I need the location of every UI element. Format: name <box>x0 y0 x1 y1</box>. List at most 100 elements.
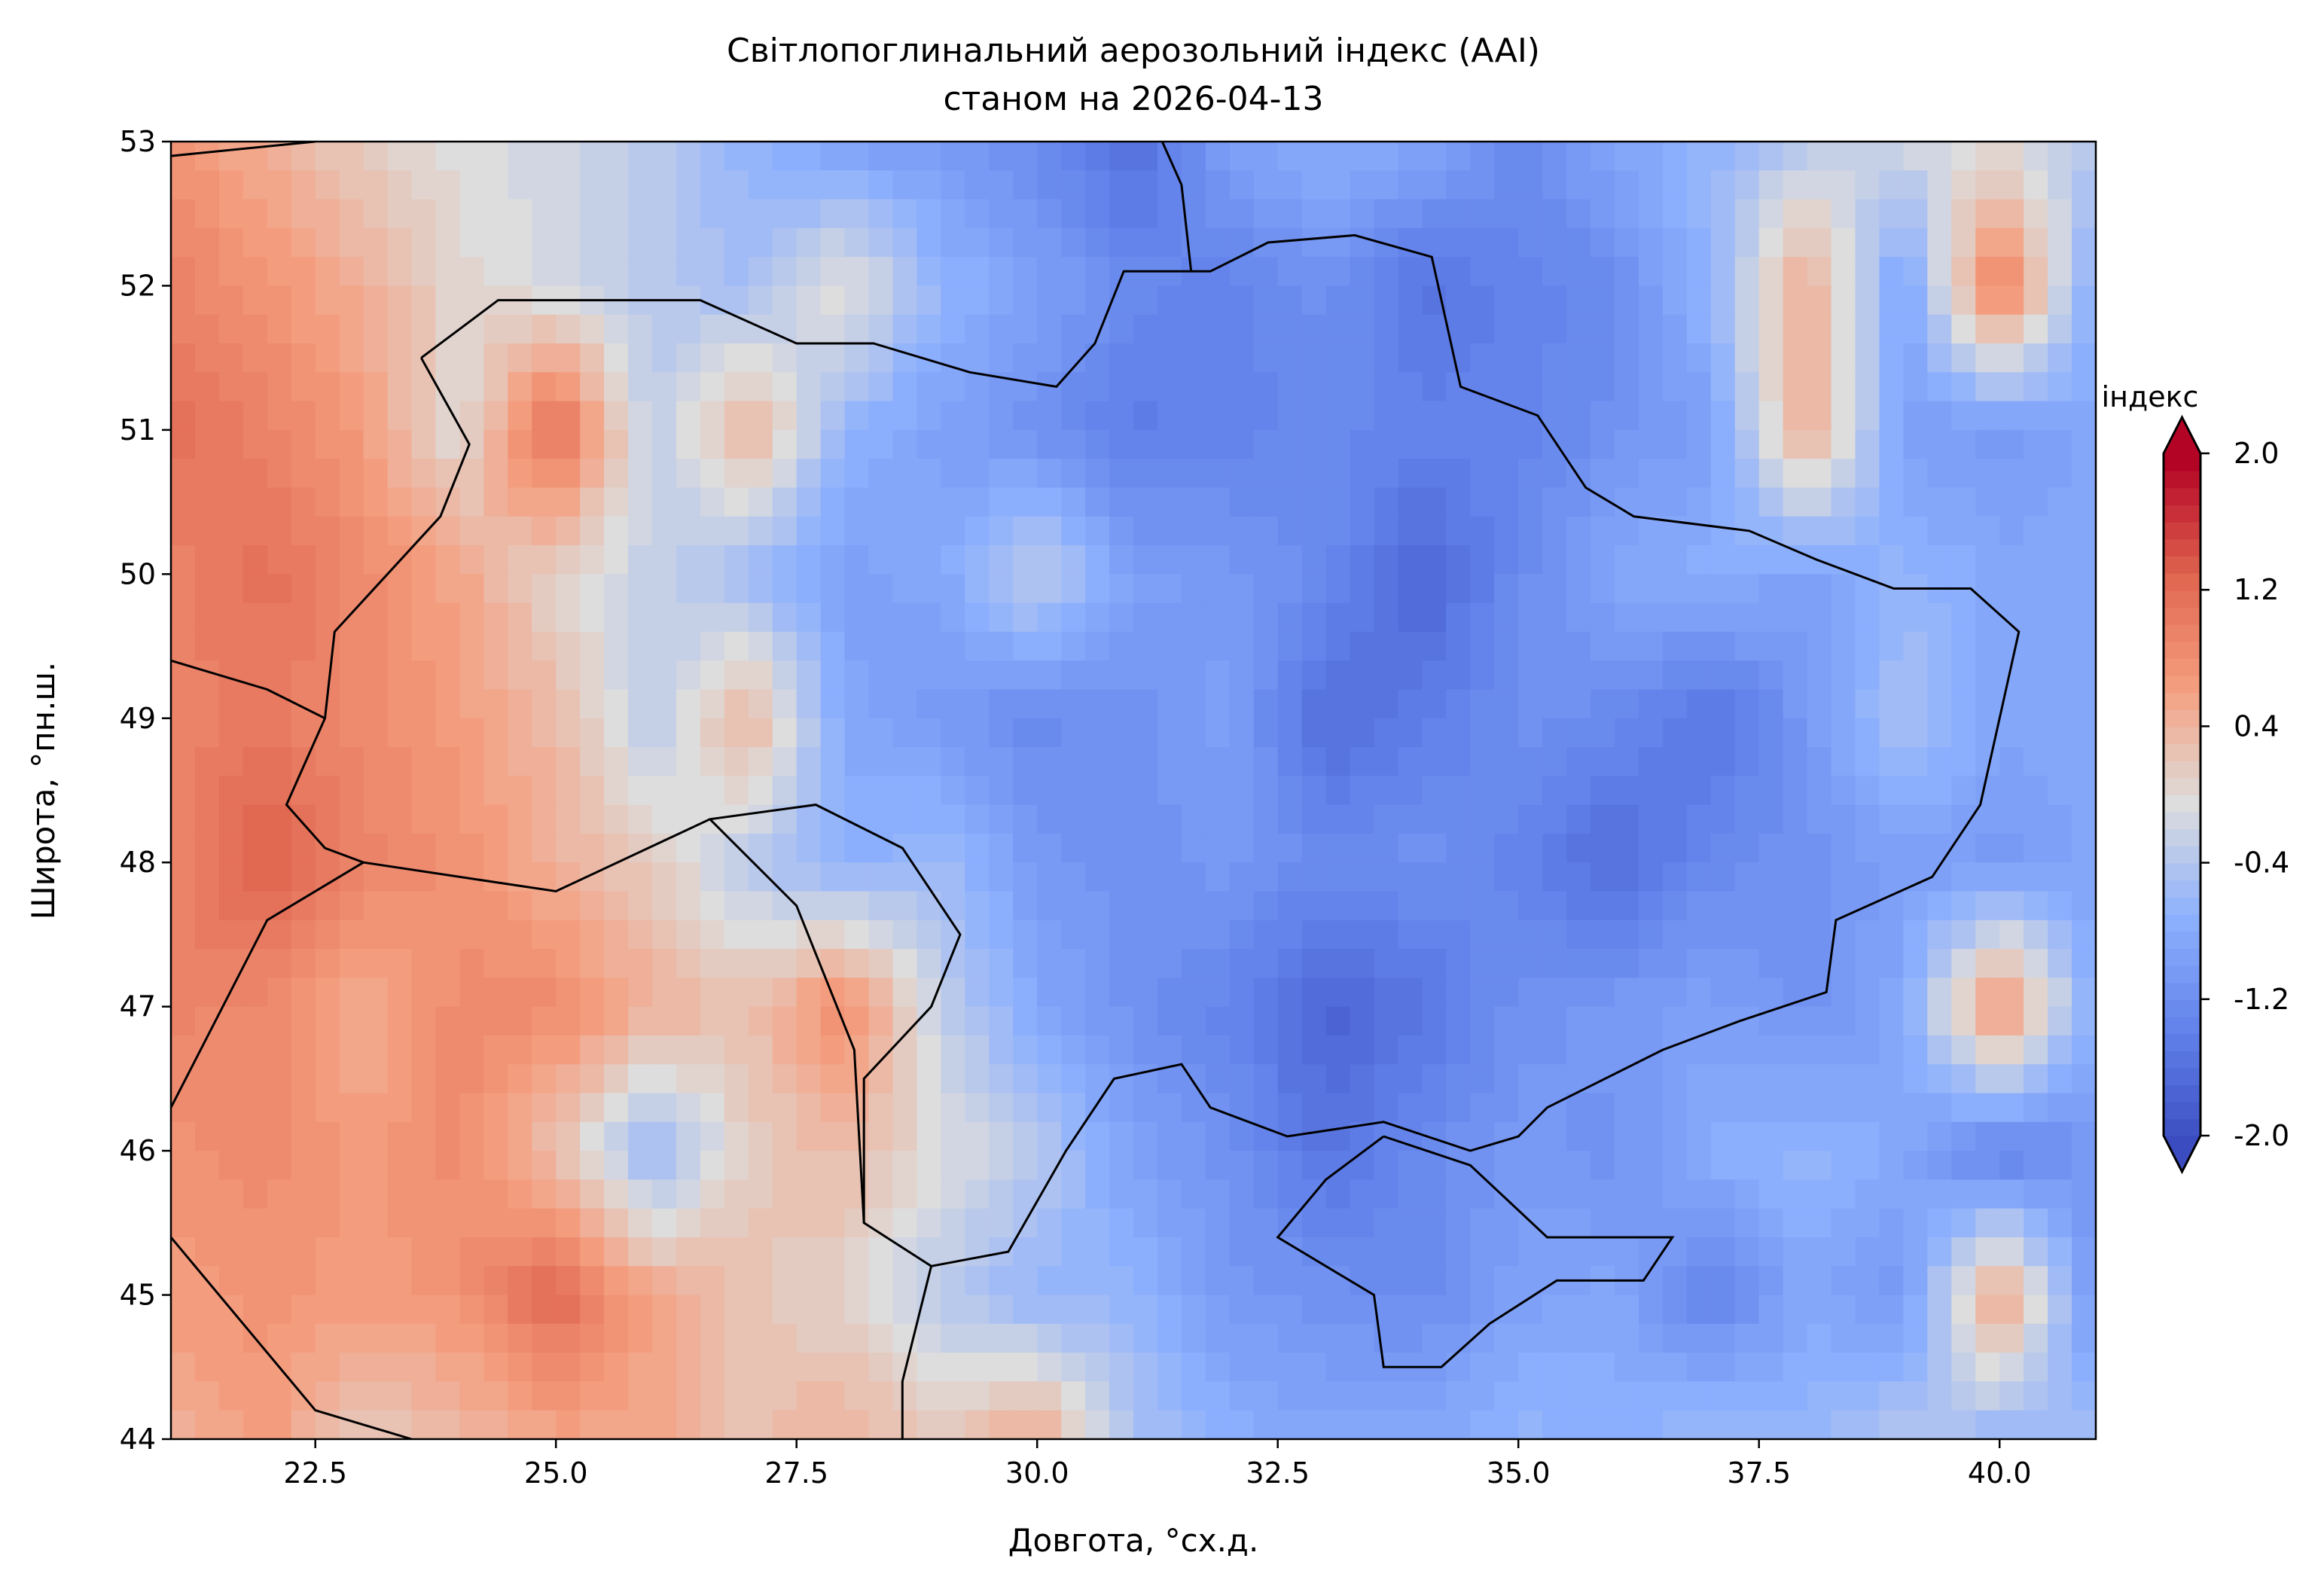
heatmap-cell <box>1301 142 1327 172</box>
heatmap-cell <box>1398 1208 1423 1238</box>
heatmap-cell <box>628 257 653 287</box>
heatmap-cell <box>435 516 461 547</box>
heatmap-cell <box>652 199 677 229</box>
heatmap-cell <box>2072 314 2096 345</box>
heatmap-cell <box>1133 545 1158 575</box>
heatmap-cell <box>700 285 725 316</box>
heatmap-cell <box>1446 574 1472 604</box>
heatmap-cell <box>483 602 509 633</box>
heatmap-cell <box>194 804 220 834</box>
heatmap-cell <box>1446 1093 1472 1123</box>
heatmap-cell <box>483 1179 509 1209</box>
heatmap-cell <box>1085 718 1111 749</box>
heatmap-cell <box>1133 602 1158 633</box>
heatmap-cell <box>1831 631 1856 662</box>
heatmap-cell <box>1061 170 1087 200</box>
heatmap-cell <box>1085 747 1111 777</box>
heatmap-cell <box>1518 862 1544 892</box>
x-tick-label: 30.0 <box>1005 1456 1069 1490</box>
heatmap-cell <box>1662 891 1688 921</box>
chart-subtitle: станом на 2026-04-13 <box>943 80 1323 118</box>
heatmap-cell <box>242 747 268 777</box>
heatmap-cell <box>652 689 677 719</box>
heatmap-cell <box>1975 314 2001 345</box>
heatmap-cell <box>411 602 437 633</box>
heatmap-cell <box>1783 170 1808 200</box>
heatmap-cell <box>580 401 605 431</box>
heatmap-cell <box>1037 372 1063 402</box>
heatmap-cell <box>1037 429 1063 460</box>
heatmap-cell <box>1470 487 1496 517</box>
heatmap-cell <box>604 776 630 806</box>
heatmap-cell <box>1686 459 1712 489</box>
heatmap-cell <box>916 429 942 460</box>
heatmap-cell <box>965 574 990 604</box>
heatmap-cell <box>604 747 630 777</box>
heatmap-cell <box>965 718 990 749</box>
heatmap-cell <box>1013 545 1038 575</box>
heatmap-cell <box>1518 1295 1544 1325</box>
heatmap-cell <box>267 314 292 345</box>
heatmap-cell <box>1591 1381 1615 1411</box>
x-tick-label: 37.5 <box>1727 1456 1791 1490</box>
heatmap-cell <box>2048 776 2073 806</box>
heatmap-cell <box>2024 689 2049 719</box>
heatmap-cell <box>1253 602 1279 633</box>
heatmap-cell <box>1494 1295 1520 1325</box>
heatmap-cell <box>218 401 244 431</box>
heatmap-cell <box>1253 747 1279 777</box>
heatmap-cell <box>242 1151 268 1181</box>
heatmap-cell <box>508 1295 533 1325</box>
heatmap-cell <box>411 1093 437 1123</box>
heatmap-cell <box>411 1266 437 1296</box>
heatmap-cell <box>532 920 557 950</box>
heatmap-cell <box>1758 776 1784 806</box>
heatmap-cell <box>1758 977 1784 1008</box>
heatmap-cell <box>772 833 798 864</box>
heatmap-cell <box>1325 257 1351 287</box>
heatmap-cell <box>459 602 485 633</box>
heatmap-cell <box>965 314 990 345</box>
heatmap-cell <box>1686 1064 1712 1094</box>
heatmap-cell <box>820 1093 846 1123</box>
heatmap-cell <box>820 199 846 229</box>
heatmap-cell <box>435 1151 461 1181</box>
heatmap-cell <box>1758 1064 1784 1094</box>
heatmap-cell <box>676 199 701 229</box>
heatmap-cell <box>628 487 653 517</box>
heatmap-cell <box>171 1410 196 1439</box>
heatmap-cell <box>1350 977 1375 1008</box>
heatmap-cell <box>1734 372 1760 402</box>
heatmap-cell <box>171 401 196 431</box>
heatmap-cell <box>532 776 557 806</box>
heatmap-cell <box>1662 1179 1688 1209</box>
heatmap-cell <box>820 343 846 374</box>
heatmap-cell <box>652 314 677 345</box>
heatmap-cell <box>1783 776 1808 806</box>
heatmap-cell <box>1855 862 1880 892</box>
heatmap-cell <box>2048 314 2073 345</box>
heatmap-cell <box>1638 602 1664 633</box>
heatmap-cell <box>291 1035 316 1066</box>
heatmap-cell <box>820 920 846 950</box>
heatmap-cell <box>772 257 798 287</box>
heatmap-cell <box>1446 1151 1472 1181</box>
heatmap-cell <box>459 199 485 229</box>
heatmap-cell <box>1494 401 1520 431</box>
heatmap-cell <box>218 487 244 517</box>
heatmap-cell <box>868 747 894 777</box>
heatmap-cell <box>171 487 196 517</box>
heatmap-cell <box>459 1237 485 1267</box>
heatmap-cell <box>1831 1179 1856 1209</box>
heatmap-cell <box>1494 516 1520 547</box>
heatmap-cell <box>700 1295 725 1325</box>
heatmap-cell <box>1855 1410 1880 1439</box>
heatmap-cell <box>194 1323 220 1354</box>
heatmap-cell <box>1710 1093 1736 1123</box>
heatmap-cell <box>267 429 292 460</box>
heatmap-cell <box>1783 1208 1808 1238</box>
heatmap-cell <box>820 1353 846 1383</box>
heatmap-cell <box>1181 747 1206 777</box>
heatmap-cell <box>892 1064 918 1094</box>
heatmap-cell <box>1807 1151 1832 1181</box>
